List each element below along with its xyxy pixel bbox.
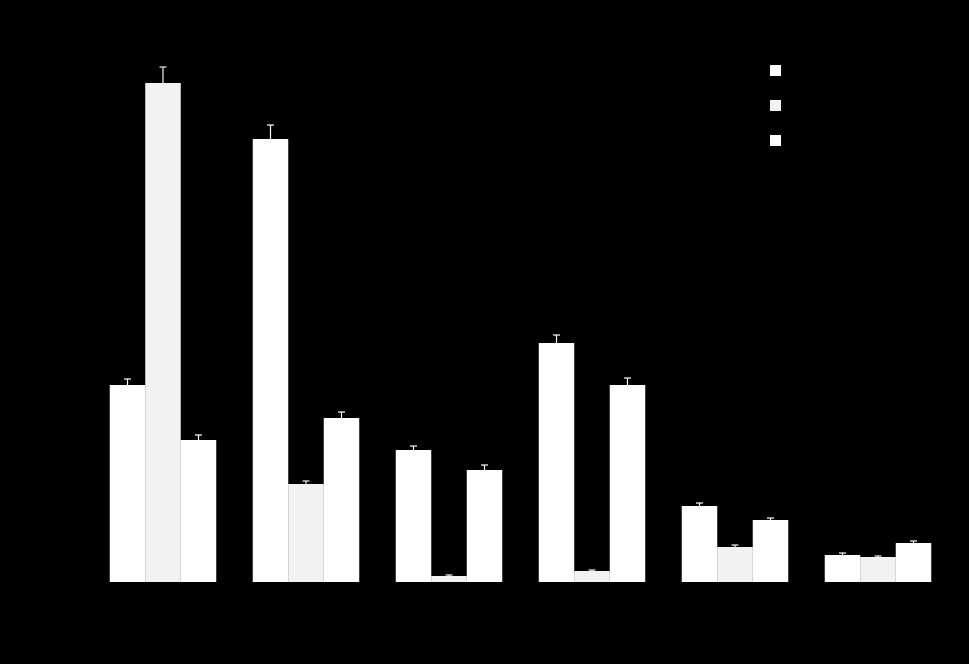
legend-marker (770, 100, 781, 111)
bar (323, 418, 360, 582)
bar (609, 385, 646, 582)
bar (538, 343, 575, 582)
bar (574, 571, 610, 582)
bar (681, 506, 718, 582)
bar (252, 139, 289, 582)
bar (895, 543, 932, 582)
bar (288, 484, 324, 582)
bar (752, 520, 789, 582)
bar (860, 557, 896, 582)
bar (180, 440, 217, 582)
legend-marker (770, 135, 781, 146)
legend-marker (770, 65, 781, 76)
bar (145, 83, 181, 582)
bar (431, 576, 467, 582)
bar (466, 470, 503, 582)
bar (717, 547, 753, 582)
bar (824, 555, 861, 582)
bar (395, 450, 432, 582)
bar (109, 385, 146, 582)
